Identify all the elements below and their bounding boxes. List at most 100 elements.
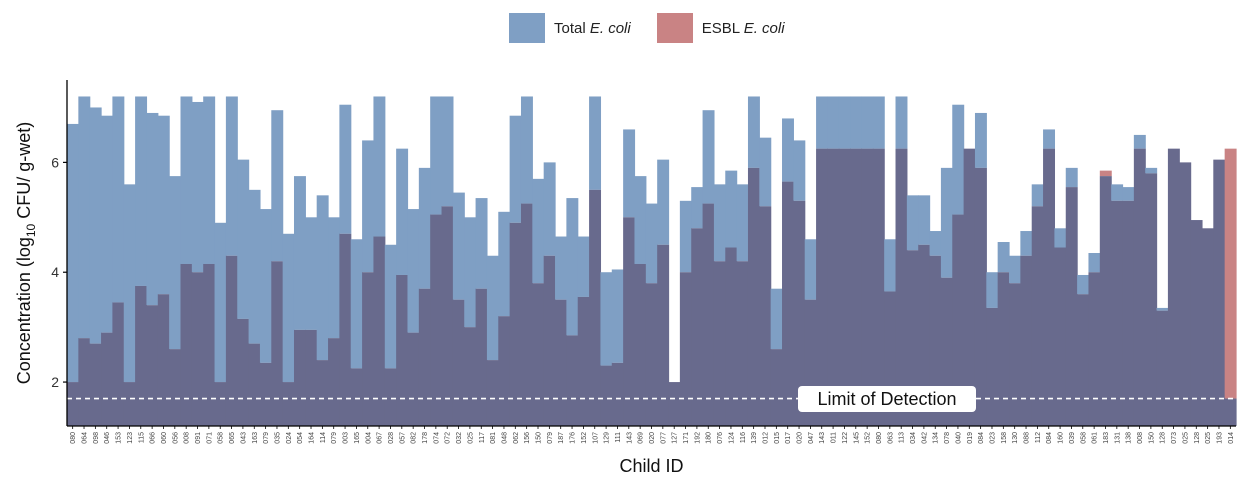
bar-total-34 xyxy=(452,192,465,300)
x-tick-label-78: 040 xyxy=(955,432,962,444)
x-tick-label-58: 124 xyxy=(728,432,735,444)
x-tick-label-15: 043 xyxy=(240,432,247,444)
x-tick-label-76: 134 xyxy=(933,432,940,444)
bar-total-84 xyxy=(1020,231,1033,256)
x-tick-label-71: 080 xyxy=(876,432,883,444)
bar-overlap-26 xyxy=(362,272,375,426)
bar-total-21 xyxy=(305,217,318,330)
bar-overlap-8 xyxy=(157,294,170,426)
x-tick-label-100: 025 xyxy=(1205,432,1212,444)
bar-overlap-34 xyxy=(452,299,465,426)
bar-total-5 xyxy=(123,184,136,383)
bar-total-23 xyxy=(328,217,340,339)
bar-total-81 xyxy=(986,272,999,308)
bar-total-10 xyxy=(180,96,193,264)
x-tick-label-89: 058 xyxy=(1080,432,1087,444)
legend-label-esbl: ESBL E. coli xyxy=(701,19,785,37)
bar-overlap-5 xyxy=(123,382,136,426)
bar-overlap-72 xyxy=(884,291,897,426)
x-tick-label-59: 116 xyxy=(740,432,747,443)
bar-overlap-6 xyxy=(135,285,148,426)
bar-total-12 xyxy=(203,96,216,264)
bar-total-67 xyxy=(827,96,840,149)
bar-overlap-32 xyxy=(430,214,443,426)
bar-overlap-9 xyxy=(169,349,182,426)
bar-overlap-96 xyxy=(1156,310,1169,426)
bar-overlap-15 xyxy=(237,318,250,426)
bar-overlap-60 xyxy=(747,167,760,426)
bar-total-18 xyxy=(271,110,284,262)
x-tick-label-37: 081 xyxy=(490,432,497,444)
bar-total-8 xyxy=(157,115,170,295)
bar-overlap-48 xyxy=(611,362,624,426)
x-tick-label-51: 020 xyxy=(649,432,656,444)
bar-total-70 xyxy=(861,96,874,149)
bar-overlap-17 xyxy=(259,362,272,426)
x-tick-label-42: 079 xyxy=(547,432,554,444)
bar-overlap-79 xyxy=(963,148,976,426)
x-tick-label-79: 019 xyxy=(967,432,974,444)
bar-total-59 xyxy=(736,184,749,262)
bar-overlap-47 xyxy=(600,365,613,426)
bar-overlap-99 xyxy=(1190,220,1203,426)
bar-overlap-90 xyxy=(1088,272,1101,426)
bar-overlap-74 xyxy=(906,250,919,426)
lod-label-box xyxy=(798,386,976,412)
bar-total-87 xyxy=(1054,228,1067,248)
x-tick-label-1: 064 xyxy=(82,432,89,444)
x-tick-label-54: 171 xyxy=(683,432,690,444)
bar-overlap-55 xyxy=(691,228,704,426)
bar-total-29 xyxy=(396,148,409,275)
bar-total-35 xyxy=(464,217,477,328)
bar-total-96 xyxy=(1156,307,1169,311)
x-tick-label-31: 178 xyxy=(422,432,429,444)
bar-overlap-44 xyxy=(566,335,579,426)
legend-item-total: Total E. coli xyxy=(509,13,631,43)
bar-total-54 xyxy=(679,200,692,273)
bar-overlap-73 xyxy=(895,148,908,426)
bar-total-22 xyxy=(316,195,329,361)
legend: Total E. coli ESBL E. coli xyxy=(509,13,811,43)
bar-overlap-43 xyxy=(555,299,567,426)
x-tick-label-52: 077 xyxy=(660,432,667,444)
x-tick-label-27: 067 xyxy=(377,432,384,444)
x-tick-label-46: 107 xyxy=(592,432,599,444)
x-tick-label-13: 058 xyxy=(218,432,225,444)
bar-total-55 xyxy=(691,187,704,229)
x-tick-label-97: 073 xyxy=(1171,432,1178,444)
bar-total-46 xyxy=(589,96,602,190)
bar-total-56 xyxy=(702,110,715,204)
bar-overlap-92 xyxy=(1111,200,1124,426)
bar-total-89 xyxy=(1077,274,1090,295)
bar-overlap-66 xyxy=(816,148,829,426)
bar-overlap-46 xyxy=(589,189,602,426)
bar-total-24 xyxy=(339,104,352,234)
bar-total-86 xyxy=(1043,129,1056,149)
bar-total-94 xyxy=(1133,134,1146,149)
x-tick-label-12: 071 xyxy=(206,432,213,444)
bar-total-45 xyxy=(577,236,590,297)
bar-overlap-3 xyxy=(101,332,113,426)
bar-total-17 xyxy=(259,209,272,363)
x-tick-label-0: 080 xyxy=(70,432,77,444)
x-tick-label-91: 183 xyxy=(1103,432,1110,444)
bar-total-64 xyxy=(793,140,806,201)
bar-total-88 xyxy=(1065,167,1078,188)
x-tick-label-23: 079 xyxy=(331,432,338,444)
lod-label: Limit of Detection xyxy=(817,389,956,409)
bar-overlap-35 xyxy=(464,327,477,426)
bar-overlap-53 xyxy=(668,382,681,426)
bar-overlap-11 xyxy=(191,272,204,426)
x-tick-label-2: 098 xyxy=(93,432,100,444)
x-tick-label-68: 122 xyxy=(842,432,849,444)
bar-overlap-49 xyxy=(623,217,636,426)
bar-overlap-51 xyxy=(645,283,658,426)
x-tick-label-5: 123 xyxy=(127,432,134,444)
bar-overlap-23 xyxy=(328,338,340,426)
x-tick-label-26: 004 xyxy=(365,432,372,444)
bar-overlap-95 xyxy=(1145,173,1158,426)
x-tick-label-4: 153 xyxy=(116,432,123,444)
bar-total-1 xyxy=(78,96,91,339)
bar-overlap-36 xyxy=(475,288,488,426)
bar-overlap-83 xyxy=(1009,283,1021,426)
